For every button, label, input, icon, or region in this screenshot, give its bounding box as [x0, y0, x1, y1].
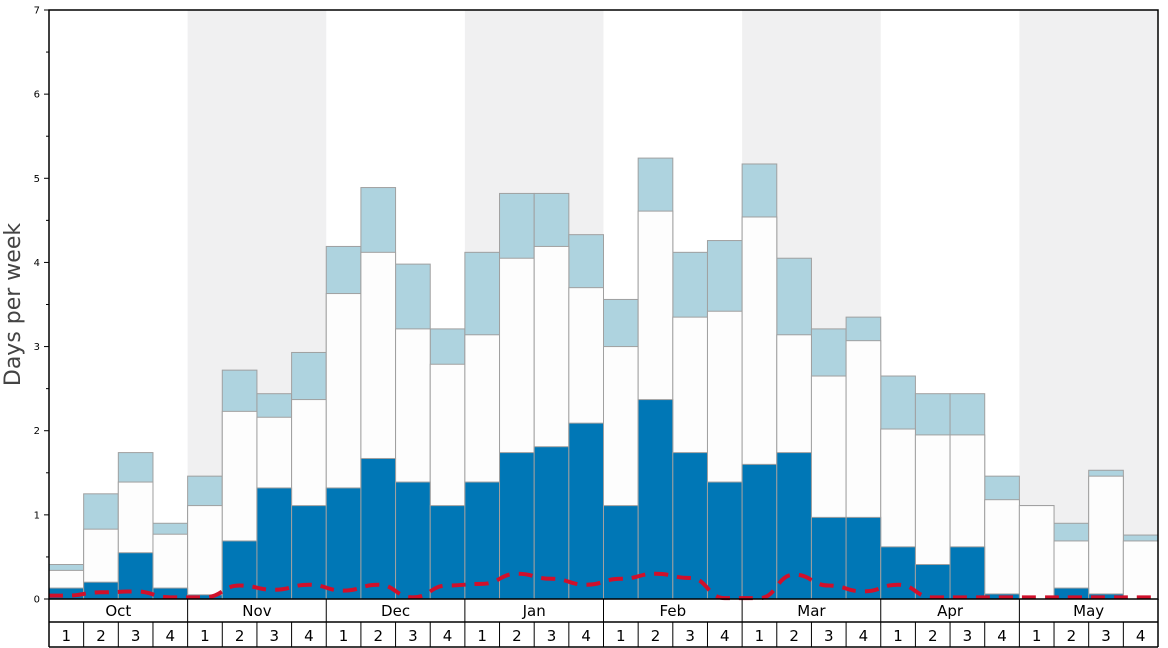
week-label: 4	[997, 627, 1007, 645]
bar-series	[48, 157, 1159, 600]
week-label: 3	[824, 627, 834, 645]
x-axis: Oct 1 2 3 4 Nov 1 2 3 4 Dec 1 2 3 4 Jan 1 2 3 4 Feb 1 2 3 4 Mar 1 2…	[48, 599, 1159, 648]
bar-series0-week6	[221, 540, 258, 600]
bar-series0-week17	[603, 505, 639, 600]
y-tick-label: 0	[34, 595, 40, 606]
week-label: 3	[1101, 627, 1111, 645]
bar-series0-week10	[360, 457, 397, 600]
week-label: 1	[893, 627, 903, 645]
bar-series0-week24	[845, 516, 882, 600]
bar-series1-week5	[187, 505, 223, 600]
week-label: 4	[304, 627, 314, 645]
y-axis-label: Days per week	[1, 223, 26, 386]
week-label: 3	[963, 627, 973, 645]
dashed-line-series	[49, 571, 1158, 601]
week-label: 2	[651, 627, 661, 645]
week-label: 3	[131, 627, 141, 645]
bar-series0-week13	[464, 481, 501, 600]
bar-series0-week7	[256, 487, 293, 600]
week-label: 1	[616, 627, 626, 645]
week-label: 4	[581, 627, 591, 645]
y-tick-label: 6	[34, 90, 40, 101]
month-label-feb: Feb	[660, 602, 687, 620]
bar-series0-week16	[568, 422, 604, 600]
week-label: 4	[443, 627, 453, 645]
y-tick-label: 5	[34, 174, 40, 185]
month-label-mar: Mar	[797, 602, 826, 620]
month-label-jan: Jan	[522, 602, 546, 620]
bar-series1-week28	[984, 499, 1020, 600]
bar-series0-week22	[776, 452, 812, 600]
y-tick-label: 7	[34, 6, 40, 17]
bar-series0-week27	[949, 546, 986, 600]
week-label: 1	[755, 627, 765, 645]
week-label: 1	[1032, 627, 1042, 645]
bar-series0-week15	[533, 446, 570, 600]
y-tick-label: 4	[34, 258, 40, 269]
bar-series1-week31	[1088, 475, 1124, 600]
bar-series0-week18	[637, 399, 674, 600]
bar-series0-week25	[880, 546, 916, 600]
dashed-line	[49, 571, 1158, 601]
bar-series0-week19	[672, 452, 708, 600]
week-label: 4	[859, 627, 869, 645]
week-label: 3	[408, 627, 418, 645]
month-label-nov: Nov	[242, 602, 271, 620]
week-label: 3	[685, 627, 695, 645]
week-label: 4	[720, 627, 730, 645]
month-label-oct: Oct	[105, 602, 131, 620]
y-tick-label: 1	[34, 510, 40, 521]
week-label: 2	[373, 627, 383, 645]
week-label: 1	[339, 627, 349, 645]
week-label: 3	[269, 627, 279, 645]
y-tick-label: 3	[34, 342, 40, 353]
week-label: 1	[62, 627, 72, 645]
bar-series0-week20	[706, 481, 743, 600]
week-label: 4	[166, 627, 176, 645]
week-label: 2	[1067, 627, 1077, 645]
week-label: 2	[96, 627, 106, 645]
bar-series0-week21	[741, 463, 778, 600]
y-tick-label: 2	[34, 426, 40, 437]
bar-series1-week32	[1122, 540, 1159, 600]
week-label: 2	[928, 627, 938, 645]
month-label-dec: Dec	[381, 602, 410, 620]
week-label: 3	[547, 627, 557, 645]
week-label: 2	[235, 627, 245, 645]
bar-series0-week11	[395, 481, 431, 600]
month-label-apr: Apr	[937, 602, 964, 620]
week-label: 1	[200, 627, 210, 645]
week-label: 4	[1136, 627, 1146, 645]
week-label: 1	[477, 627, 487, 645]
week-label: 2	[512, 627, 522, 645]
week-label: 2	[789, 627, 799, 645]
bar-series1-week29	[1018, 505, 1055, 600]
month-label-may: May	[1073, 602, 1104, 620]
bar-series0-week9	[325, 487, 362, 600]
